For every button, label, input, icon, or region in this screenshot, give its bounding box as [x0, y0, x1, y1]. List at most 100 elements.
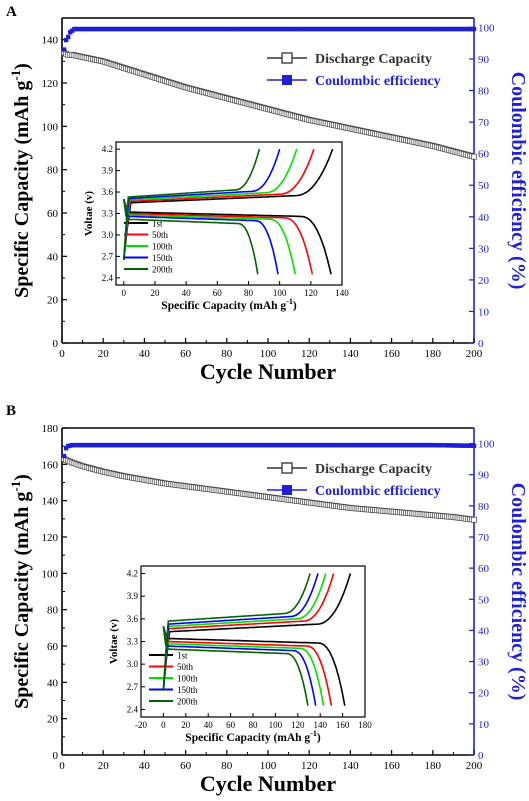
inset-discharge-curve [123, 199, 259, 275]
x-tick-label: 140 [342, 760, 359, 772]
x-tick-label: 200 [466, 348, 483, 360]
inset-y-title: Voltae (v) [108, 619, 120, 664]
y2-tick-label: 10 [478, 306, 490, 318]
y-tick-label: 80 [47, 605, 59, 617]
y2-axis-title: Coulombic efficiency (%) [507, 72, 529, 290]
panel-label: B [6, 403, 16, 419]
y2-tick-label: 60 [478, 149, 490, 161]
inset-charge-curve [162, 573, 319, 691]
inset-y-tick-label: 3.0 [127, 659, 139, 669]
inset-charge-curve [123, 148, 261, 261]
x-tick-label: 200 [466, 760, 483, 772]
y2-tick-label: 20 [478, 275, 490, 287]
y2-tick-label: 30 [478, 243, 490, 255]
inset-legend-label: 100th [177, 674, 198, 684]
inset-y-tick-label: 3.9 [102, 166, 114, 176]
inset-charge-curve [123, 148, 298, 261]
inset-voltage-profile: 0 20 40 60 80 100 120 140 2.4 2.7 3.0 3.3 3.6 3.9 4.2 S… [83, 141, 349, 312]
y-tick-label: 20 [47, 714, 59, 726]
inset-legend-label: 1st [152, 219, 163, 229]
inset-discharge-curve [123, 198, 314, 275]
y-axis-title: Specific Capacity (mAh g-1) [8, 63, 33, 298]
x-tick-label: 60 [180, 348, 192, 360]
inset-x-tick-label: 60 [226, 720, 236, 730]
legend-label: Coulombic efficiency [315, 484, 441, 499]
inset-voltage-profile: -20 0 20 40 60 80 100 120 140 160 180 2.4 2.7 3.0 3.3 3… [108, 565, 372, 744]
x-tick-label: 100 [260, 348, 277, 360]
y-tick-label: 140 [42, 35, 59, 47]
y-tick-label: 100 [42, 121, 59, 133]
inset-x-tick-label: 120 [304, 288, 318, 298]
y-axis-title-end: ) [11, 474, 33, 481]
ce-point [471, 443, 477, 448]
inset-charge-curve [123, 148, 334, 261]
inset-y-tick-label: 3.3 [102, 209, 114, 219]
y-axis-title-sup: -1 [8, 70, 23, 81]
inset-discharge-curve [162, 626, 309, 706]
y2-tick-label: 60 [478, 563, 490, 575]
inset-legend-label: 1st [177, 651, 188, 661]
inset-charge-curve [162, 573, 335, 691]
inset-x-tick-label: 40 [182, 288, 192, 298]
y-tick-label: 0 [53, 750, 59, 762]
inset-x-tick-label: 120 [291, 720, 305, 730]
inset-y-tick-label: 3.6 [127, 614, 139, 624]
panel-label: A [6, 4, 17, 20]
inset-discharge-curve [123, 199, 296, 275]
y2-tick-label: 0 [478, 338, 484, 350]
y2-tick-label: 40 [478, 625, 490, 637]
y-tick-label: 60 [47, 208, 59, 220]
y-tick-label: 40 [47, 251, 59, 263]
inset-y-tick-label: 3.0 [102, 230, 114, 240]
inset-y-tick-label: 4.2 [127, 569, 138, 579]
inset-x-title-sup: -1 [310, 729, 317, 738]
inset-charge-curve [162, 573, 311, 691]
inset-legend-label: 200th [177, 697, 198, 707]
inset-x-tick-label: 180 [358, 720, 372, 730]
series-discharge-capacity [61, 49, 477, 160]
x-tick-label: 100 [260, 760, 277, 772]
y-tick-label: 180 [42, 423, 59, 435]
y2-axis-title: Coulombic efficiency (%) [507, 483, 529, 701]
y2-tick-label: 0 [478, 750, 484, 762]
y2-tick-label: 20 [478, 688, 490, 700]
ce-point [63, 37, 69, 43]
y2-tick-label: 80 [478, 501, 490, 513]
y-axis-title-main: Specific Capacity (mAh g [11, 492, 33, 709]
inset-x-tick-label: 0 [161, 720, 166, 730]
legend-label: Discharge Capacity [315, 52, 432, 67]
inset-x-tick-label: 160 [336, 720, 350, 730]
y-tick-label: 140 [42, 496, 59, 508]
inset-x-tick-label: 40 [204, 720, 214, 730]
inset-x-tick-label: 0 [122, 288, 127, 298]
y2-tick-label: 100 [478, 22, 495, 34]
y2-tick-label: 40 [478, 212, 490, 224]
legend-marker [281, 462, 293, 474]
y-tick-label: 60 [47, 641, 59, 653]
y2-tick-label: 70 [478, 532, 490, 544]
discharge-point [471, 153, 477, 160]
inset-x-tick-label: 140 [335, 288, 349, 298]
inset-y-tick-label: 2.7 [102, 251, 114, 261]
inset-y-title: Voltae (v) [83, 191, 95, 236]
inset-y-tick-label: 3.3 [127, 637, 139, 647]
discharge-point [471, 516, 477, 523]
y2-tick-label: 70 [478, 117, 490, 129]
y2-tick-label: 50 [478, 180, 490, 192]
inset-x-title-main: Specific Capacity (mAh g [161, 300, 286, 312]
inset-x-title: Specific Capacity (mAh g-1) [161, 297, 297, 312]
inset-discharge-curve [162, 626, 325, 706]
legend-marker [282, 485, 292, 495]
inset-x-tick-label: 100 [273, 288, 287, 298]
inset-legend-label: 150th [177, 685, 198, 695]
legend-label: Discharge Capacity [315, 462, 432, 477]
inset-discharge-curve [162, 626, 333, 706]
legend-label: Coulombic efficiency [315, 74, 441, 89]
x-tick-label: 160 [383, 348, 400, 360]
inset-legend-label: 100th [152, 242, 173, 252]
inset-x-tick-label: 20 [150, 288, 160, 298]
y2-tick-label: 90 [478, 54, 490, 66]
y-tick-label: 160 [42, 459, 59, 471]
x-tick-label: 0 [59, 760, 65, 772]
series-coulombic-efficiency [61, 26, 477, 52]
